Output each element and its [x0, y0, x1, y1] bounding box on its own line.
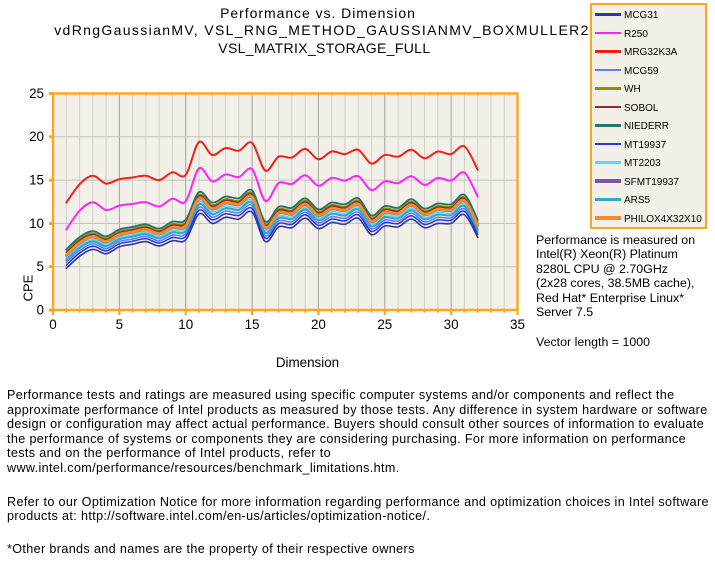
svg-text:35: 35 [510, 317, 525, 332]
svg-text:25: 25 [377, 317, 392, 332]
svg-text:20: 20 [29, 129, 44, 144]
svg-text:5: 5 [116, 317, 123, 332]
svg-text:10: 10 [29, 216, 44, 231]
svg-text:25: 25 [29, 86, 44, 101]
svg-text:0: 0 [49, 317, 56, 332]
svg-text:20: 20 [311, 317, 326, 332]
svg-text:5: 5 [37, 259, 44, 274]
svg-text:Dimension: Dimension [276, 355, 339, 370]
svg-text:10: 10 [178, 317, 193, 332]
svg-text:30: 30 [444, 317, 459, 332]
svg-text:15: 15 [245, 317, 260, 332]
svg-text:15: 15 [29, 173, 44, 188]
svg-text:CPE: CPE [21, 274, 36, 301]
svg-text:0: 0 [37, 302, 44, 317]
